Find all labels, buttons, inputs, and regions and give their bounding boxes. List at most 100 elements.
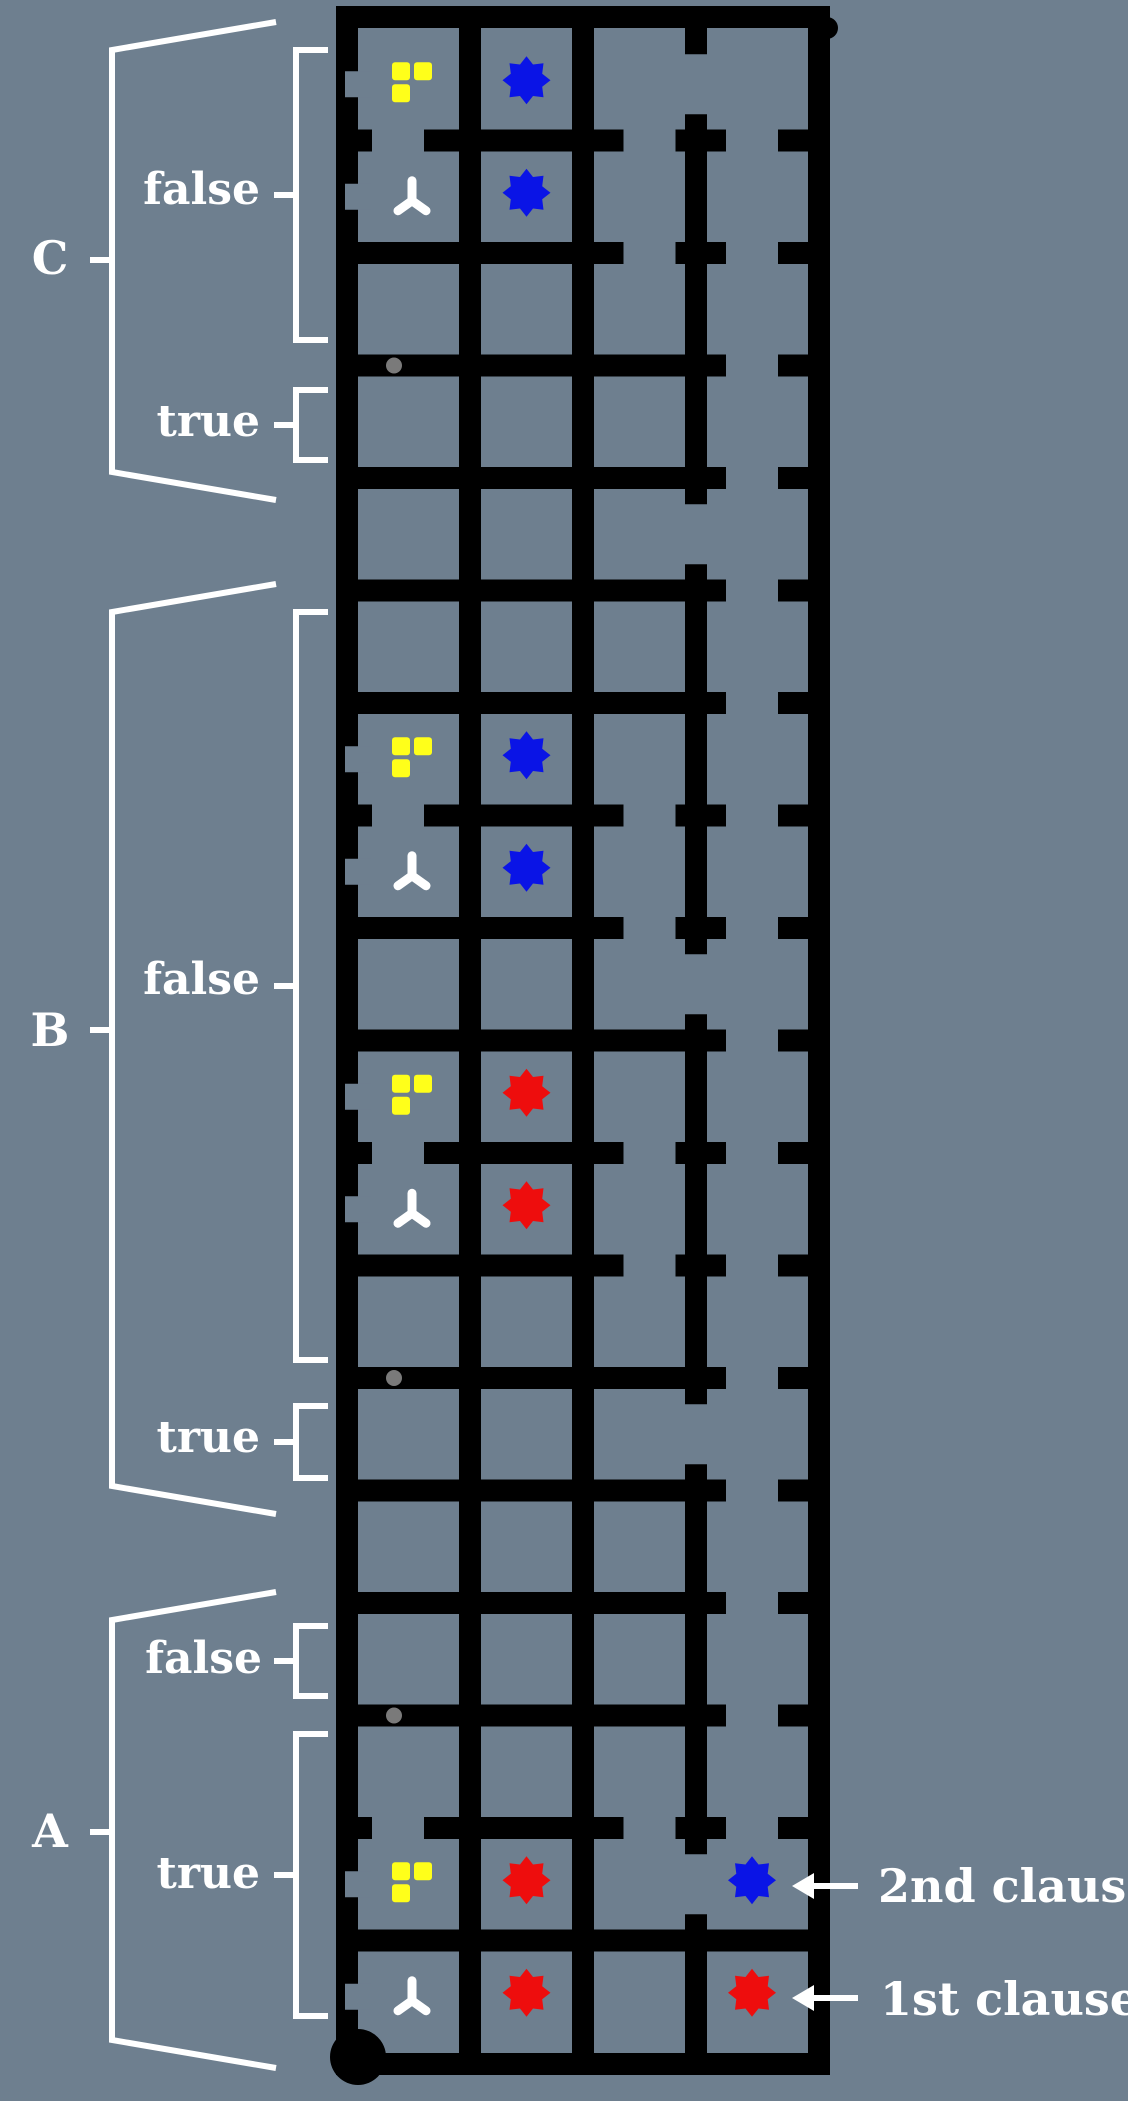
- maze-wall-vertical: [685, 365, 707, 478]
- bracket-line: [293, 1731, 328, 2019]
- maze-wall-vertical: [572, 1040, 594, 1153]
- maze-grid: [330, 6, 838, 2085]
- y-shape-icon: [393, 851, 431, 891]
- maze-exit: [808, 17, 838, 39]
- maze-wall-vertical: [459, 1828, 481, 1941]
- tetris-block-icon: [392, 62, 432, 103]
- maze-wall-horizontal: [778, 1592, 808, 1614]
- group-c-false-label: false: [143, 164, 260, 215]
- bracket-line: [109, 581, 277, 1517]
- maze-border-gap: [345, 858, 371, 885]
- tetris-block-icon: [392, 1862, 432, 1903]
- maze-wall-horizontal: [778, 1367, 808, 1389]
- maze-wall-vertical: [685, 815, 707, 928]
- maze-wall-horizontal: [778, 242, 808, 264]
- maze-border-gap: [345, 1983, 371, 2010]
- maze-wall-vertical: [459, 815, 481, 928]
- maze-wall-vertical: [685, 1464, 707, 1491]
- maze-wall-vertical: [685, 1828, 707, 1855]
- maze-wall-horizontal: [358, 129, 372, 152]
- maze-wall-horizontal: [358, 354, 726, 377]
- star-icon: [502, 1068, 551, 1117]
- star-icon: [502, 731, 551, 780]
- group-c-true-bracket: [274, 387, 328, 463]
- tetris-square: [414, 1862, 432, 1881]
- maze-border-gap: [345, 746, 371, 773]
- clause-1-annotation: 1st clause: [792, 1972, 1128, 2026]
- maze-wall-vertical: [572, 1265, 594, 1378]
- maze-wall-horizontal: [778, 467, 808, 489]
- tetris-square: [392, 1074, 410, 1093]
- maze-wall-horizontal: [358, 1254, 624, 1277]
- annotation-brackets: [90, 19, 328, 2071]
- group-b-true-label: true: [157, 1412, 261, 1463]
- maze-wall-vertical: [572, 140, 594, 253]
- maze-wall-vertical: [459, 1040, 481, 1153]
- maze-wall-horizontal: [778, 354, 808, 377]
- group-b-bracket: [90, 581, 277, 1517]
- maze-wall-vertical: [459, 140, 481, 253]
- maze-wall-vertical: [459, 1265, 481, 1378]
- arrow-left-icon: [792, 1985, 814, 2011]
- group-a-false-label: false: [145, 1633, 262, 1684]
- bracket-line: [293, 609, 328, 1363]
- maze-wall-horizontal: [778, 692, 808, 714]
- maze-wall-vertical: [685, 1603, 707, 1716]
- maze-wall-vertical: [459, 1490, 481, 1603]
- maze-wall-vertical: [685, 1265, 707, 1378]
- clause-2-label: 2nd clause: [878, 1859, 1128, 1913]
- maze-wall-horizontal: [358, 1367, 726, 1389]
- maze-wall-horizontal: [358, 1479, 726, 1502]
- maze-wall-horizontal: [358, 1592, 726, 1614]
- maze-wall-vertical: [572, 1153, 594, 1266]
- maze-wall-horizontal: [778, 1817, 808, 1839]
- y-arm: [407, 1208, 431, 1228]
- star-icon: [502, 168, 551, 217]
- maze-wall-vertical: [572, 1715, 594, 1828]
- maze-wall-vertical: [685, 1940, 707, 2053]
- maze-border-gap: [345, 1196, 371, 1223]
- group-a-true-label: true: [157, 1848, 261, 1899]
- star-icon: [728, 1856, 776, 1905]
- maze-wall-vertical: [572, 1490, 594, 1603]
- maze-wall-vertical: [685, 114, 707, 141]
- tetris-square: [392, 84, 410, 103]
- star-icon: [502, 1856, 551, 1905]
- y-arm: [407, 1996, 431, 2016]
- maze-wall-horizontal: [358, 1142, 372, 1164]
- maze-wall-vertical: [685, 1040, 707, 1153]
- maze-wall-vertical: [685, 140, 707, 253]
- star-icon: [502, 56, 551, 105]
- group-a-false-bracket: [274, 1623, 328, 1699]
- arrow-left-icon: [792, 1873, 814, 1899]
- maze-wall-vertical: [459, 1603, 481, 1716]
- maze-wall-horizontal: [358, 242, 624, 264]
- group-a-true-bracket: [274, 1731, 328, 2019]
- star-icon: [502, 1181, 551, 1230]
- maze-wall-vertical: [685, 590, 707, 703]
- hexagon-dot-icon: [386, 357, 402, 374]
- maze-wall-vertical: [459, 28, 481, 141]
- clause-2-annotation: 2nd clause: [792, 1859, 1128, 1913]
- maze-wall-vertical: [685, 1914, 707, 1941]
- maze-border-gap: [345, 183, 371, 210]
- maze-wall-horizontal: [778, 917, 808, 939]
- maze-wall-horizontal: [358, 804, 372, 827]
- maze-wall-vertical: [572, 1378, 594, 1491]
- maze-wall-vertical: [685, 564, 707, 591]
- maze-wall-vertical: [572, 928, 594, 1041]
- y-shape-icon: [393, 1976, 431, 2016]
- maze-wall-vertical: [459, 928, 481, 1041]
- group-c-label: C: [32, 231, 69, 285]
- maze-wall-vertical: [572, 1940, 594, 2053]
- maze-wall-vertical: [685, 28, 707, 55]
- maze-border-gap: [345, 1871, 371, 1898]
- maze-wall-vertical: [685, 478, 707, 505]
- maze-wall-horizontal: [358, 1029, 726, 1052]
- group-b-false-bracket: [274, 609, 328, 1363]
- maze-wall-horizontal: [358, 579, 726, 602]
- hexagon-dot-icon: [386, 1707, 402, 1724]
- maze-wall-horizontal: [778, 1029, 808, 1052]
- tetris-square: [392, 737, 410, 756]
- maze-wall-vertical: [459, 1153, 481, 1266]
